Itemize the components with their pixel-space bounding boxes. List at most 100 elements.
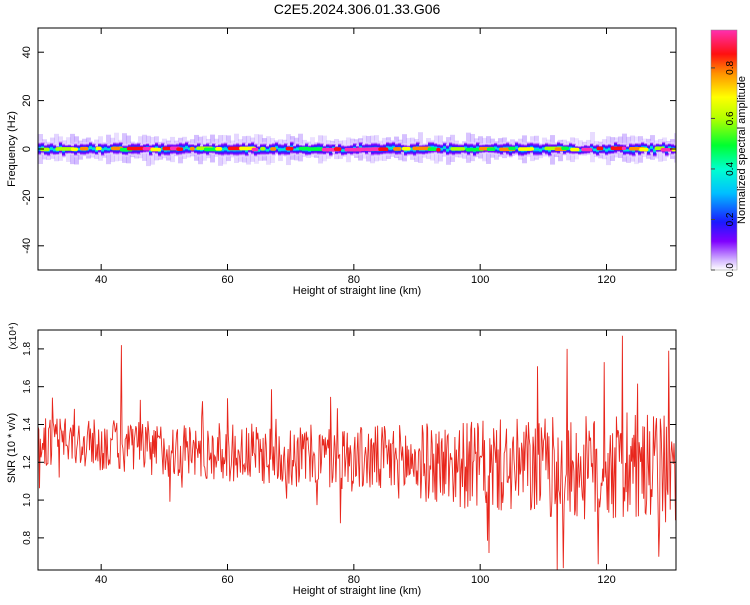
spectrogram-core-cell (412, 146, 432, 151)
spectrogram-core-cell (436, 147, 441, 152)
snr-y-tick-label: 1.6 (22, 379, 33, 393)
spectrogram-core-cell (150, 147, 162, 152)
snr-x-tick-label: 80 (348, 574, 360, 586)
spectrogram-y-label: Frequency (Hz) (6, 111, 18, 187)
snr-y-tick-label: 1.8 (22, 342, 33, 356)
spectrogram-band-cell (200, 144, 204, 156)
figure-title: C2E5.2024.306.01.33.G06 (274, 1, 441, 17)
spectrogram-band-cell (578, 144, 582, 157)
snr-x-tick-label: 100 (471, 574, 489, 586)
colorbar-ticks: 0.0 0.2 0.4 0.6 0.8 (711, 61, 736, 277)
snr-x-tick-label: 40 (95, 574, 107, 586)
spectrogram-band-cell (539, 142, 543, 158)
spectrogram-core-cell (518, 147, 533, 151)
snr-x-tick-label: 60 (221, 574, 233, 586)
spectrogram-band-cell (536, 140, 540, 159)
spectrogram-band-cell (257, 144, 261, 157)
spectrogram-band-cell (95, 144, 99, 157)
snr-x-tick-label: 120 (597, 574, 615, 586)
spectrogram-core-cell (307, 147, 324, 151)
spectrogram-band-cell (602, 142, 606, 156)
colorbar-label: Normalized spectral amplitude (736, 76, 748, 224)
spectrogram-core-cell (427, 147, 437, 152)
colorbar-tick-label: 0.2 (725, 212, 736, 226)
spectrogram-band-cell (266, 144, 270, 157)
spectrogram-band-cell (410, 141, 414, 157)
spectrogram-y-tick-label: 20 (21, 94, 33, 106)
snr-y-label: SNR (10 * v/v) (6, 413, 18, 483)
spectrogram-core-cell (401, 146, 411, 151)
snr-y-tick-label: 1.0 (22, 493, 33, 507)
spectrogram-band-cell (443, 140, 447, 155)
spectrogram-core-cell (215, 146, 223, 151)
spectrogram-core-cell (378, 147, 389, 152)
spectrogram-core-cell (79, 146, 89, 151)
spectrogram-core-cell (227, 146, 243, 151)
spectrogram-band-cell (89, 139, 93, 156)
spectrogram-core-cell (251, 147, 259, 152)
snr-y-tick-label: 1.2 (22, 455, 33, 469)
snr-x-axis: 40 60 80 100 120 (95, 330, 616, 586)
spectrogram-band-cell (626, 144, 630, 156)
spectrogram-x-tick-label: 60 (221, 274, 233, 286)
spectrogram-core-cell (370, 147, 381, 151)
spectrogram-core-cell (508, 146, 516, 151)
spectrogram-band-cell (224, 140, 228, 158)
colorbar-tick-label: 0.4 (725, 162, 736, 176)
snr-y-multiplier: (x10⁴) (8, 322, 19, 349)
spectrogram-band-cell (185, 139, 189, 156)
spectrogram-band-cell (542, 142, 546, 155)
spectrogram-y-tick-label: -20 (21, 189, 33, 205)
spectrogram-band-cell (296, 141, 300, 157)
spectrogram-core-cell (581, 147, 593, 152)
spectrogram-band-cell (182, 141, 186, 157)
spectrogram-core-cell (356, 147, 366, 152)
colorbar-tick-label: 0.6 (725, 111, 736, 125)
snr-series-line (38, 335, 676, 570)
spectrogram-x-label: Height of straight line (km) (293, 285, 421, 297)
spectrogram-core-cell (561, 146, 569, 151)
spectrogram-core-cell (126, 146, 147, 151)
spectrogram-band-cell (497, 142, 501, 156)
spectrogram-x-tick-label: 40 (95, 274, 107, 286)
spectrogram-band-cell (440, 142, 444, 156)
spectrogram-band-cell (77, 143, 81, 156)
spectrogram-band-cell (281, 142, 285, 157)
spectrogram-core-cell (621, 146, 627, 151)
spectrogram-x-tick-label: 100 (471, 274, 489, 286)
spectrogram-y-axis: -40 -20 0 20 40 (21, 46, 676, 254)
colorbar-tick-label: 0.8 (725, 61, 736, 75)
spectrogram-band-cell (446, 143, 450, 158)
spectrogram-core-cell (596, 146, 604, 151)
spectrogram-band-cell (221, 140, 225, 159)
spectrogram-band-cell (293, 144, 297, 156)
spectrogram-core-cell (270, 147, 277, 151)
spectrogram-band-cell (608, 142, 612, 157)
spectrogram-band-cell (101, 141, 105, 159)
spectrogram-y-tick-label: 40 (21, 46, 33, 58)
snr-x-label: Height of straight line (km) (293, 585, 421, 597)
spectrogram-x-axis: 40 60 80 100 120 (95, 28, 616, 286)
spectrogram-core-cell (610, 146, 625, 151)
spectrogram-band-cell (644, 141, 648, 154)
spectrogram-core-cell (285, 146, 294, 151)
spectrogram-core-cell (486, 147, 496, 152)
spectrogram-band-cell (53, 142, 57, 157)
spectrogram-panel: 40 60 80 100 120 -40 -20 0 20 40 Height of strai… (6, 27, 677, 297)
spectrogram-core-cell (298, 146, 310, 151)
spectrogram-band-cell (194, 143, 198, 156)
snr-frame (37, 329, 677, 571)
spectrogram-band-cell (533, 140, 537, 158)
spectrogram-band-cell (50, 140, 54, 157)
spectrogram-core-cell (189, 146, 195, 151)
spectrogram-band-cell (590, 141, 594, 155)
spectrogram-core-cell (55, 147, 75, 151)
spectrogram-core-cell (260, 146, 266, 151)
spectrogram-y-tick-label: 0 (21, 146, 33, 152)
spectrogram-band (38, 132, 676, 167)
spectrogram-core-cell (660, 147, 676, 152)
spectrogram-band-cell (605, 142, 609, 158)
spectrogram-core-cell (333, 147, 342, 151)
spectrogram-y-tick-label: -40 (21, 238, 33, 254)
